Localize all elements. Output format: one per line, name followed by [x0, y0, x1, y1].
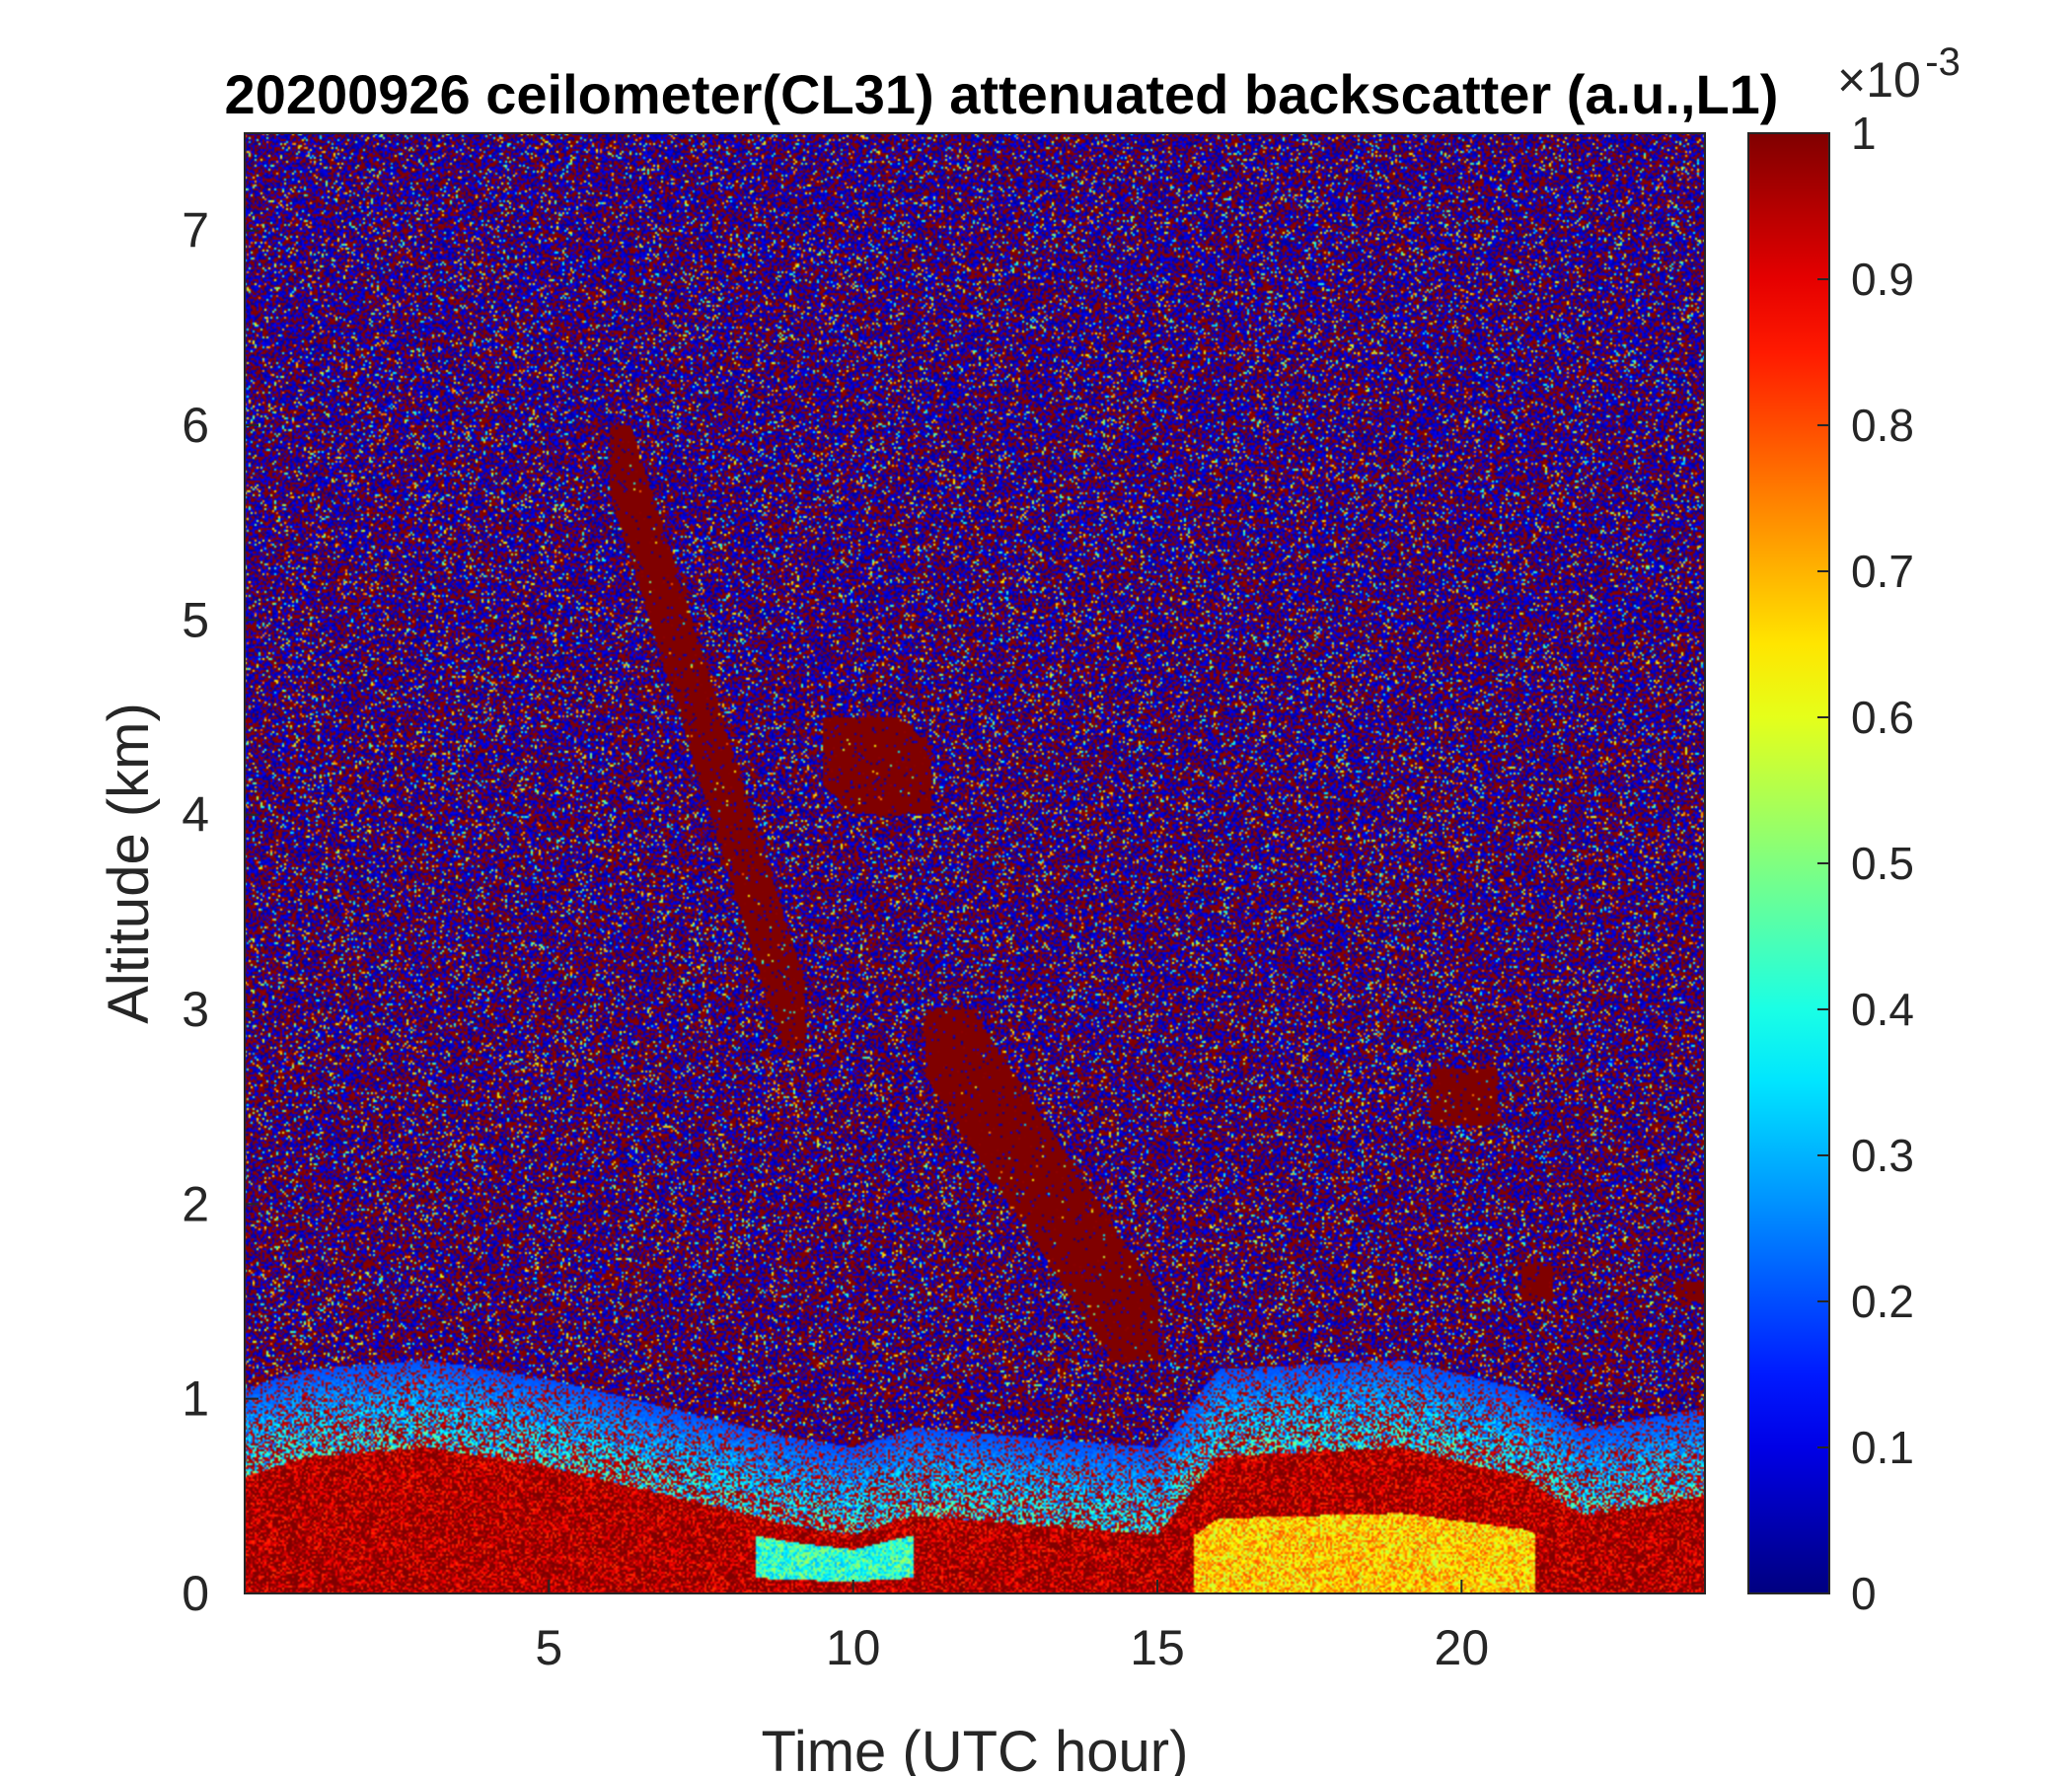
colorbar-multiplier-base: ×10	[1837, 52, 1921, 108]
x-tick-label: 5	[535, 1620, 562, 1675]
y-tick-label: 5	[182, 592, 209, 647]
x-axis-label: Time (UTC hour)	[762, 1720, 1189, 1776]
colorbar-ticks: 0 0.1 0.2 0.3 0.4 0.5 0.6 0.7 0.8 0.9 1	[1817, 108, 1914, 1619]
colorbar-tick-label: 0.2	[1851, 1276, 1914, 1327]
colorbar: 0 0.1 0.2 0.3 0.4 0.5 0.6 0.7 0.8 0.9 1 ×10 -3	[1747, 40, 1961, 1619]
colorbar-tick-label: 0.7	[1851, 546, 1914, 597]
chart-title: 20200926 ceilometer(CL31) attenuated bac…	[225, 63, 1779, 125]
y-axis: 0 1 2 3 4 5 6 7	[182, 203, 259, 1621]
y-tick-label: 1	[182, 1371, 209, 1427]
y-axis-label: Altitude (km)	[97, 703, 161, 1024]
colorbar-tick-label: 0.1	[1851, 1422, 1914, 1473]
colorbar-tick-label: 0.5	[1851, 838, 1914, 889]
x-axis: 5 10 15 20	[535, 1580, 1489, 1675]
y-tick-label: 2	[182, 1176, 209, 1231]
colorbar-gradient	[1747, 132, 1830, 1594]
colorbar-tick-label: 0.3	[1851, 1130, 1914, 1181]
x-tick-label: 10	[826, 1620, 881, 1675]
colorbar-multiplier: ×10 -3	[1837, 40, 1961, 108]
y-tick-label: 3	[182, 982, 209, 1037]
y-tick-label: 4	[182, 787, 209, 843]
heatmap-image	[245, 133, 1705, 1593]
colorbar-tick-label: 0	[1851, 1568, 1877, 1619]
colorbar-tick-label: 0.9	[1851, 254, 1914, 305]
colorbar-tick-label: 0.4	[1851, 984, 1914, 1035]
colorbar-tick-label: 0.6	[1851, 692, 1914, 743]
plot-area	[244, 132, 1706, 1594]
y-tick-label: 6	[182, 398, 209, 453]
colorbar-tick-label: 1	[1851, 108, 1877, 159]
x-tick-label: 15	[1130, 1620, 1185, 1675]
colorbar-multiplier-exponent: -3	[1925, 40, 1961, 84]
x-tick-label: 20	[1435, 1620, 1490, 1675]
colorbar-tick-label: 0.8	[1851, 400, 1914, 451]
y-tick-label: 0	[182, 1566, 209, 1621]
plot-border	[244, 132, 1706, 1594]
y-tick-label: 7	[182, 203, 209, 259]
